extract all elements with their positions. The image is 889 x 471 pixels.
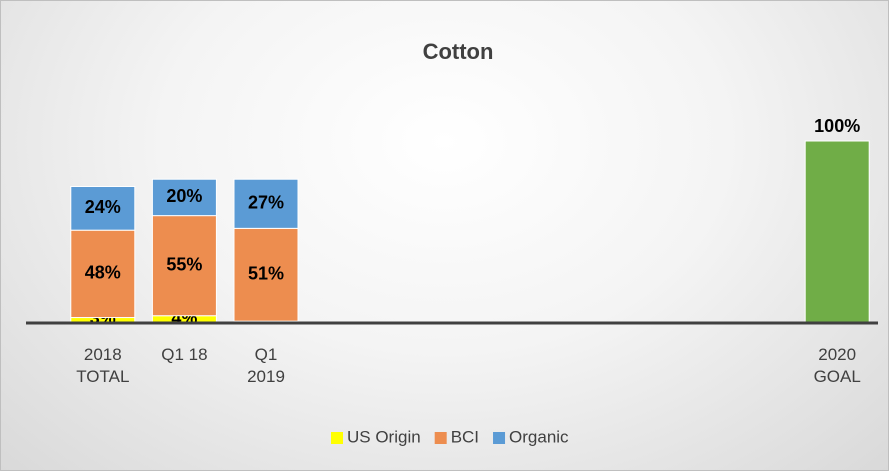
data-label: 55% [166,254,202,274]
legend-label: US Origin [347,427,421,446]
bar-segment [70,186,136,231]
bar-segment [233,178,299,229]
data-label: 20% [166,186,202,206]
legend-swatch [434,432,447,444]
x-tick-label: 2018 TOTAL [76,345,130,386]
data-label: 100% [814,116,860,136]
x-tick-label: Q1 2019 [247,345,285,386]
data-label: 24% [85,197,121,217]
data-label: 51% [248,264,284,284]
x-tick-label: 2020 GOAL [813,345,861,386]
legend-swatch [493,432,506,444]
chart-title: Cotton [423,39,494,64]
legend-swatch [331,432,343,444]
data-label: 27% [248,193,284,213]
x-tick-label: Q1 18 [161,345,208,364]
data-label: 48% [85,263,121,283]
bar-segment [151,178,217,217]
legend-label: Organic [509,427,569,446]
bar-segment [233,227,299,322]
bar-segment [804,140,870,324]
bar-segment [70,229,136,319]
legend-label: BCI [451,427,479,446]
bar-segment [151,215,217,317]
